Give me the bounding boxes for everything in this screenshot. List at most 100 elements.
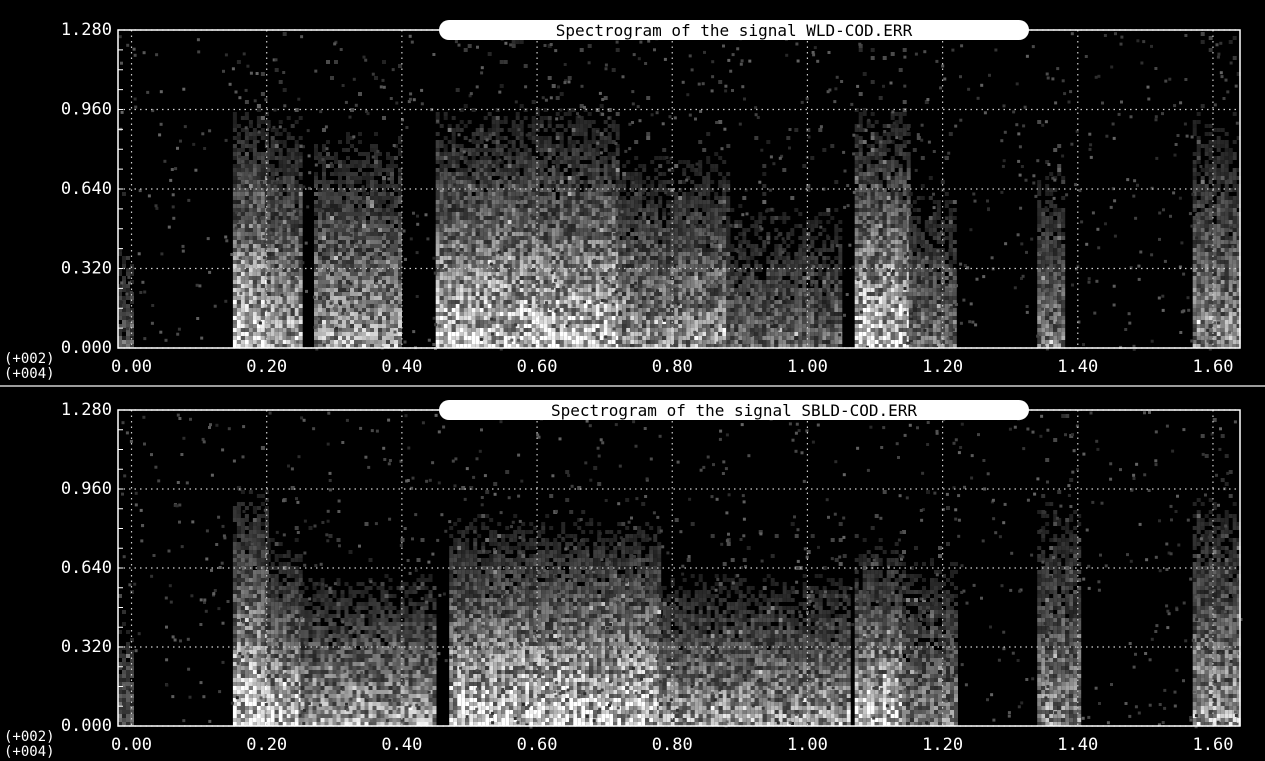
heatmap-cell	[584, 148, 588, 152]
heatmap-cell	[618, 324, 622, 328]
heatmap-cell	[476, 328, 480, 332]
heatmap-cell	[584, 260, 588, 264]
heatmap-cell	[560, 172, 564, 176]
heatmap-cell	[362, 316, 366, 320]
heatmap-cell	[440, 300, 444, 304]
heatmap-cell	[592, 152, 596, 156]
heatmap-cell	[604, 232, 608, 236]
heatmap-cell	[654, 176, 658, 180]
heatmap-cell	[275, 312, 279, 316]
heatmap-cell	[468, 276, 472, 280]
heatmap-cell	[237, 148, 241, 152]
heatmap-cell	[362, 312, 366, 316]
heatmap-cell	[394, 288, 398, 292]
heatmap-cell	[460, 184, 464, 188]
heatmap-cell	[253, 152, 257, 156]
heatmap-cell	[456, 176, 460, 180]
heatmap-cell	[622, 232, 626, 236]
heatmap-cell	[245, 252, 249, 256]
heatmap-cell	[464, 224, 468, 228]
heatmap-cell	[275, 316, 279, 320]
heatmap-cell	[588, 284, 592, 288]
heatmap-cell	[552, 204, 556, 208]
heatmap-cell	[476, 148, 480, 152]
heatmap-cell	[540, 180, 544, 184]
heatmap-cell	[444, 136, 448, 140]
heatmap-cell	[275, 320, 279, 324]
heatmap-cell	[588, 204, 592, 208]
heatmap-cell	[520, 144, 524, 148]
heatmap-cell	[350, 268, 354, 272]
heatmap-cell	[283, 260, 287, 264]
heatmap-cell	[237, 320, 241, 324]
heatmap-cell	[504, 180, 508, 184]
heatmap-cell	[592, 252, 596, 256]
heatmap-cell	[472, 216, 476, 220]
heatmap-cell	[548, 332, 552, 336]
heatmap-cell	[390, 244, 394, 248]
heatmap-cell	[630, 208, 634, 212]
heatmap-cell	[524, 336, 528, 340]
heatmap-cell	[564, 240, 568, 244]
heatmap-cell	[512, 200, 516, 204]
heatmap-cell	[452, 340, 456, 344]
heatmap-cell	[440, 292, 444, 296]
heatmap-cell	[460, 260, 464, 264]
heatmap-cell	[524, 152, 528, 156]
heatmap-cell	[528, 260, 532, 264]
heatmap-cell	[378, 272, 382, 276]
heatmap-cell	[253, 228, 257, 232]
heatmap-cell	[378, 256, 382, 260]
heatmap-cell	[544, 280, 548, 284]
heatmap-cell	[287, 136, 291, 140]
heatmap-cell	[650, 252, 654, 256]
heatmap-cell	[283, 256, 287, 260]
heatmap-cell	[378, 276, 382, 280]
heatmap-cell	[604, 216, 608, 220]
heatmap-cell	[444, 288, 448, 292]
heatmap-cell	[552, 184, 556, 188]
heatmap-cell	[350, 164, 354, 168]
heatmap-cell	[464, 48, 468, 52]
heatmap-cell	[638, 236, 642, 240]
heatmap-cell	[346, 180, 350, 184]
heatmap-cell	[382, 180, 386, 184]
heatmap-cell	[630, 216, 634, 220]
heatmap-cell	[516, 40, 520, 44]
heatmap-cell	[257, 224, 261, 228]
heatmap-cell	[646, 208, 650, 212]
heatmap-cell	[588, 144, 592, 148]
heatmap-cell	[436, 248, 440, 252]
heatmap-cell	[496, 280, 500, 284]
heatmap-cell	[362, 188, 366, 192]
heatmap-cell	[516, 260, 520, 264]
heatmap-cell	[608, 272, 612, 276]
heatmap-cell	[358, 132, 362, 136]
heatmap-cell	[480, 320, 484, 324]
heatmap-cell	[548, 140, 552, 144]
heatmap-cell	[233, 300, 237, 304]
heatmap-cell	[342, 232, 346, 236]
heatmap-cell	[334, 300, 338, 304]
heatmap-cell	[241, 200, 245, 204]
heatmap-cell	[283, 284, 287, 288]
heatmap-cell	[520, 136, 524, 140]
heatmap-cell	[253, 156, 257, 160]
heatmap-cell	[460, 232, 464, 236]
heatmap-cell	[572, 300, 576, 304]
heatmap-cell	[233, 192, 237, 196]
heatmap-cell	[249, 248, 253, 252]
heatmap-cell	[253, 164, 257, 168]
heatmap-cell	[560, 160, 564, 164]
heatmap-cell	[322, 184, 326, 188]
heatmap-cell	[460, 308, 464, 312]
heatmap-cell	[342, 252, 346, 256]
heatmap-cell	[342, 208, 346, 212]
heatmap-cell	[528, 232, 532, 236]
heatmap-cell	[484, 228, 488, 232]
heatmap-cell	[548, 228, 552, 232]
heatmap-cell	[291, 256, 295, 260]
heatmap-cell	[540, 244, 544, 248]
heatmap-cell	[476, 224, 480, 228]
heatmap-cell	[646, 212, 650, 216]
